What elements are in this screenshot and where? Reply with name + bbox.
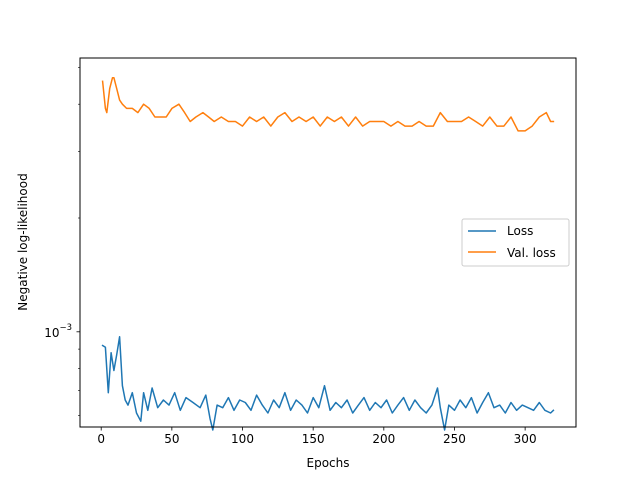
series-line-loss	[101, 336, 555, 431]
legend-label-loss: Loss	[507, 224, 533, 238]
x-axis-label: Epochs	[307, 456, 350, 470]
x-tick-label: 300	[514, 432, 537, 446]
series-line-val-loss	[101, 76, 555, 132]
axes-frame	[79, 57, 577, 428]
legend-label-val-loss: Val. loss	[507, 246, 556, 260]
x-tick-label: 100	[231, 432, 254, 446]
x-tick-label: 50	[164, 432, 179, 446]
x-tick-label: 250	[443, 432, 466, 446]
plot-area	[79, 57, 577, 431]
x-tick-label: 150	[302, 432, 325, 446]
y-axis-ticks: 10−3	[44, 67, 80, 416]
x-tick-label: 200	[372, 432, 395, 446]
y-axis-label: Negative log-likelihood	[16, 173, 30, 310]
y-tick-label: 10−3	[44, 323, 72, 340]
legend: Loss Val. loss	[461, 218, 570, 267]
x-axis-ticks: 0 50 100 150 200 250 300	[97, 427, 537, 446]
x-tick-label: 0	[97, 432, 105, 446]
series-layer	[101, 76, 555, 431]
